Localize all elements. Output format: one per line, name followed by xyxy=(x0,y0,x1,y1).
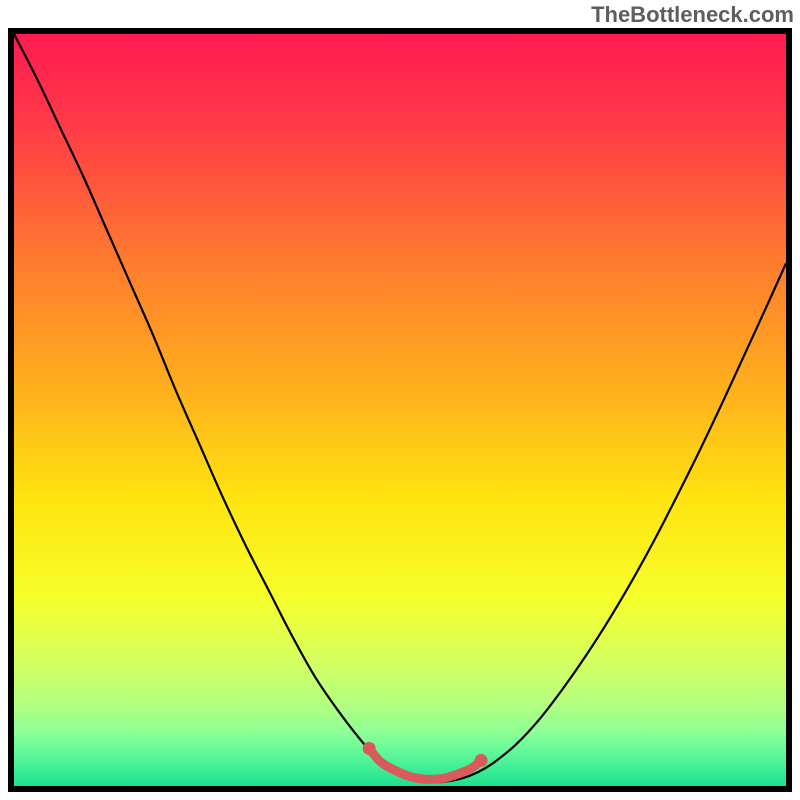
frame-edge xyxy=(786,28,792,792)
attribution-text: TheBottleneck.com xyxy=(591,2,794,28)
highlight-anchor xyxy=(363,742,376,755)
optimal-range-highlight xyxy=(369,748,481,779)
frame-edge xyxy=(8,786,792,792)
plot-inner xyxy=(14,34,786,786)
highlight-anchor xyxy=(475,754,488,767)
bottleneck-plot xyxy=(8,28,792,792)
bottleneck-curve xyxy=(14,34,786,782)
curve-layer xyxy=(14,34,786,786)
